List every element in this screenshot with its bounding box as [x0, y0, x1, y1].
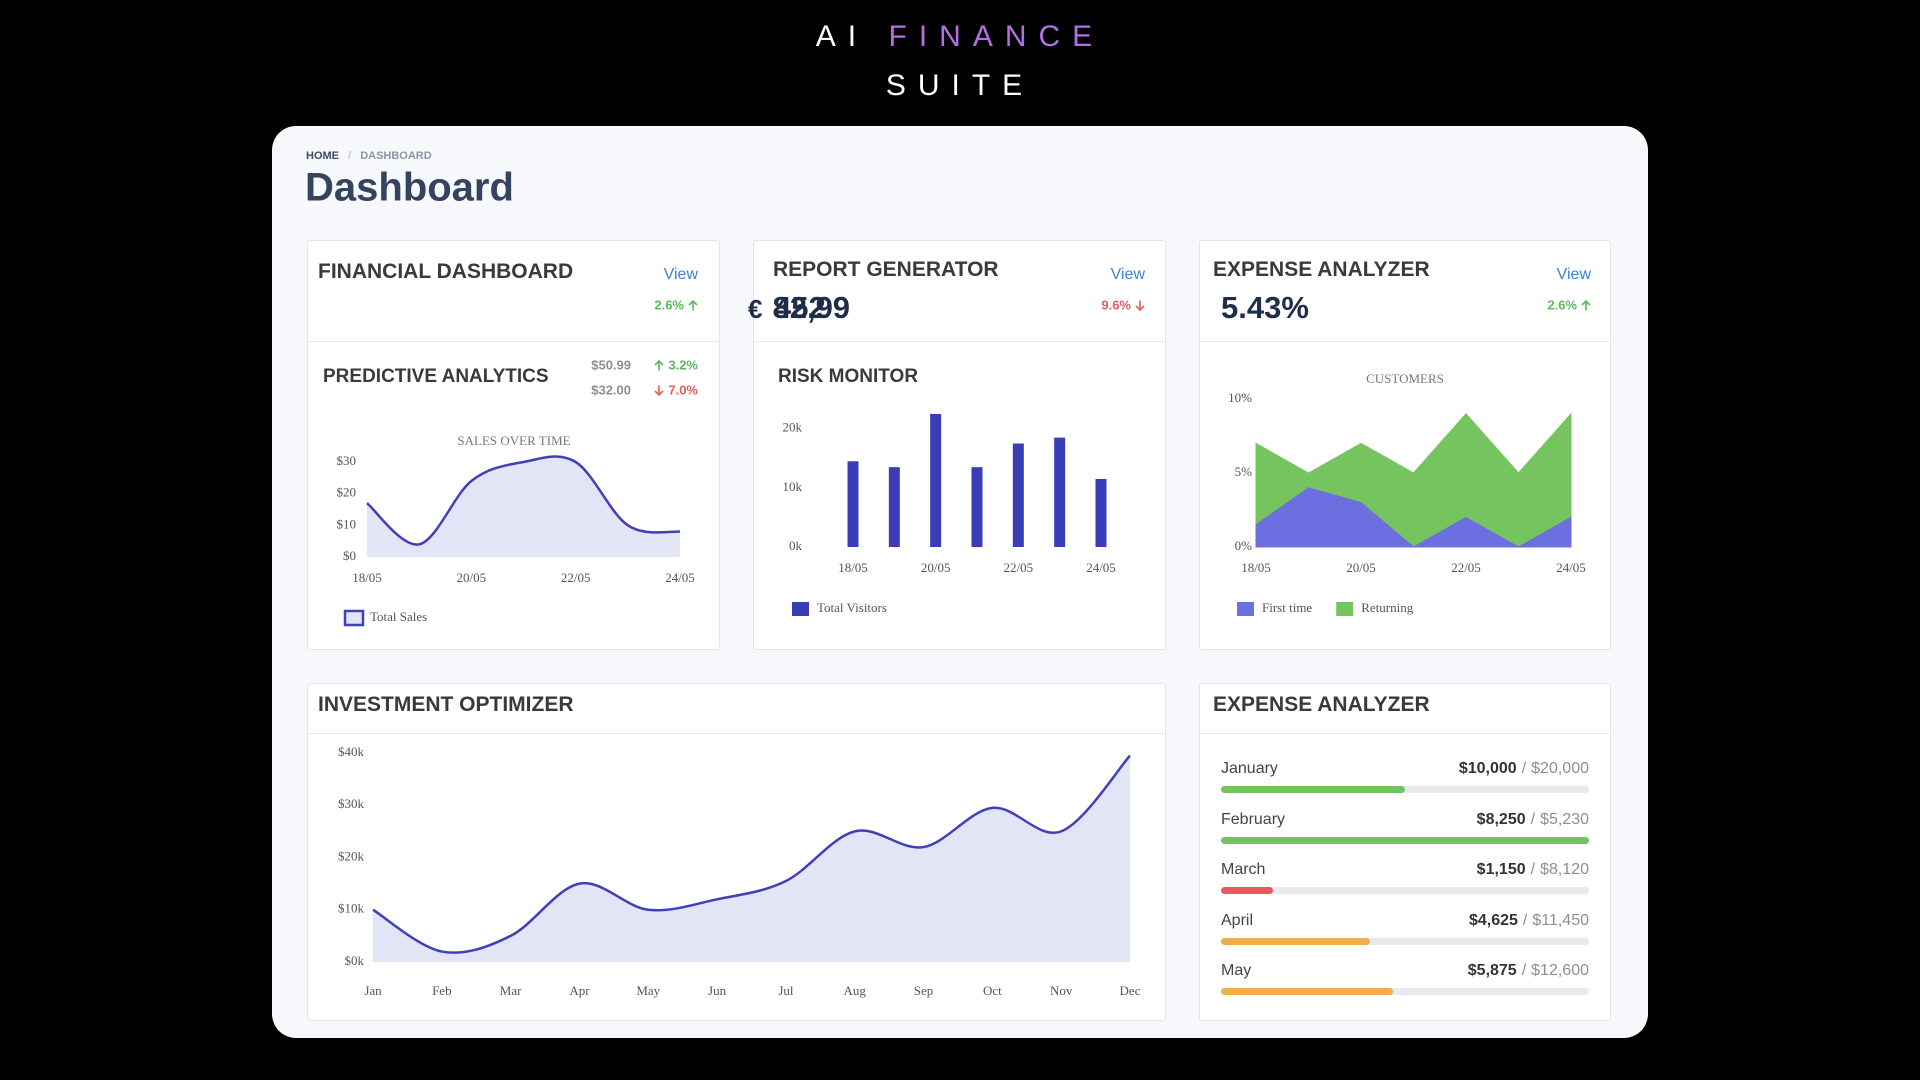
progress-bar — [1221, 786, 1405, 793]
breadcrumb-current: DASHBOARD — [360, 150, 432, 162]
divider — [1200, 733, 1610, 734]
expense-amounts: $4,625/$11,450 — [1469, 912, 1589, 930]
progress-track — [1221, 786, 1589, 793]
card — [307, 683, 1166, 1021]
page-title: Dashboard — [305, 165, 514, 210]
stat-change: 3.2% — [654, 358, 698, 373]
expense-total: $11,450 — [1532, 911, 1589, 929]
change: 2.6% — [1547, 298, 1591, 313]
progress-track — [1221, 988, 1589, 995]
separator: / — [1522, 911, 1528, 929]
separator: / — [1521, 962, 1527, 979]
arrow-path — [1581, 299, 1591, 310]
expense-amounts: $10,000/$20,000 — [1459, 760, 1589, 778]
value: 5.43% — [1221, 290, 1309, 325]
brand-word: AI — [815, 20, 869, 53]
separator: / — [1530, 861, 1536, 878]
view-link[interactable]: View — [1110, 266, 1145, 283]
expense-label: January — [1221, 760, 1278, 777]
trend-arrow — [688, 299, 698, 310]
brand-word: FINANCE — [888, 20, 1105, 53]
card-value: €82,99 — [748, 290, 851, 326]
value: 82,99 — [772, 290, 851, 325]
expense-value: $5,875 — [1467, 962, 1517, 979]
card — [1199, 683, 1611, 1021]
progress-bar — [1221, 988, 1393, 995]
divider — [754, 341, 1165, 342]
stat-value: $32.00 — [591, 382, 631, 398]
brand-line-1: AI FINANCE — [0, 20, 1920, 54]
expense-value: $1,150 — [1476, 861, 1526, 878]
trend-arrow — [654, 385, 664, 396]
change: 9.6% — [1101, 298, 1145, 313]
expense-value: $10,000 — [1458, 760, 1517, 777]
card-title: REPORT GENERATOR — [773, 258, 999, 281]
view-link[interactable]: View — [663, 266, 698, 283]
change-value: 3.2% — [668, 357, 698, 373]
divider — [308, 733, 1165, 734]
expense-amounts: $8,250/$5,230 — [1477, 811, 1589, 829]
stat-change: 7.0% — [654, 383, 698, 398]
value: 452 — [774, 290, 826, 325]
card-value: 452 — [774, 290, 826, 326]
section-title: INVESTMENT OPTIMIZER — [318, 693, 574, 716]
breadcrumb: HOME / DASHBOARD — [306, 150, 432, 162]
section-title: PREDICTIVE ANALYTICS — [323, 366, 549, 387]
trend-arrow — [654, 359, 664, 370]
change-value: 2.6% — [1547, 297, 1577, 313]
expense-amounts: $1,150/$8,120 — [1477, 861, 1589, 879]
expense-total: $12,600 — [1531, 962, 1589, 979]
trend-arrow — [1135, 300, 1145, 311]
progress-bar — [1221, 836, 1589, 844]
divider — [1200, 341, 1610, 342]
arrow-path — [654, 385, 664, 396]
arrow-path — [654, 359, 664, 370]
card — [307, 240, 720, 650]
expense-label: May — [1221, 962, 1252, 979]
expense-total: $20,000 — [1531, 760, 1589, 777]
change-value: 9.6% — [1101, 297, 1131, 313]
section-title: RISK MONITOR — [778, 366, 919, 387]
divider — [308, 341, 719, 342]
expense-total: $5,230 — [1540, 810, 1589, 828]
arrow-path — [688, 299, 698, 310]
progress-bar — [1221, 887, 1274, 894]
breadcrumb-separator: / — [348, 150, 352, 162]
change: 2.6% — [654, 298, 698, 313]
card-title: EXPENSE ANALYZER — [1213, 258, 1430, 281]
view-link[interactable]: View — [1556, 266, 1591, 283]
expense-label: April — [1221, 911, 1254, 929]
separator: / — [1521, 760, 1527, 777]
brand-word: SUITE — [885, 69, 1035, 102]
section-title: EXPENSE ANALYZER — [1213, 693, 1430, 716]
breadcrumb-link[interactable]: HOME — [306, 150, 339, 162]
expense-total: $8,120 — [1540, 861, 1589, 878]
trend-arrow — [1581, 299, 1591, 310]
brand-line-2: SUITE — [0, 69, 1920, 103]
expense-value: $4,625 — [1468, 911, 1518, 929]
expense-value: $8,250 — [1476, 810, 1526, 828]
separator: / — [1530, 810, 1536, 828]
expense-label: March — [1221, 861, 1266, 878]
stat-value: $50.99 — [591, 357, 631, 373]
currency: € — [748, 294, 763, 324]
progress-track — [1221, 937, 1589, 945]
change-value: 7.0% — [668, 382, 698, 398]
change-value: 2.6% — [654, 297, 684, 313]
card-title: FINANCIAL DASHBOARD — [318, 260, 574, 283]
card — [753, 240, 1166, 650]
card-value: 5.43% — [1221, 290, 1309, 326]
progress-bar — [1221, 937, 1370, 945]
arrow-path — [1135, 300, 1145, 311]
expense-label: February — [1221, 810, 1286, 828]
progress-track — [1221, 887, 1589, 894]
progress-track — [1221, 836, 1589, 844]
expense-amounts: $5,875/$12,600 — [1468, 962, 1589, 980]
